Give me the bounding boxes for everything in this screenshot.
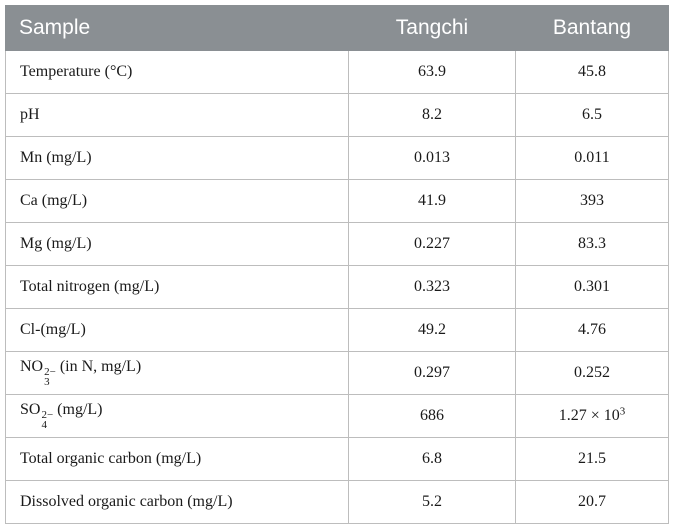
chem-base: NO bbox=[20, 358, 44, 376]
table-row: Temperature (°C) 63.9 45.8 bbox=[5, 50, 669, 94]
tangchi-value: 0.013 bbox=[348, 136, 516, 180]
header-tangchi: Tangchi bbox=[348, 5, 516, 51]
chem-superscript: 2− bbox=[41, 408, 54, 421]
table-row: Total organic carbon (mg/L) 6.8 21.5 bbox=[5, 437, 669, 481]
table-row: Dissolved organic carbon (mg/L) 5.2 20.7 bbox=[5, 480, 669, 524]
row-label: Cl-(mg/L) bbox=[5, 308, 349, 352]
row-label: Temperature (°C) bbox=[5, 50, 349, 94]
tangchi-value: 63.9 bbox=[348, 50, 516, 94]
chem-subsup: 2− 4 bbox=[41, 408, 54, 432]
table-row: Total nitrogen (mg/L) 0.323 0.301 bbox=[5, 265, 669, 309]
table-row: Ca (mg/L) 41.9 393 bbox=[5, 179, 669, 223]
tangchi-value: 49.2 bbox=[348, 308, 516, 352]
bantang-value: 45.8 bbox=[515, 50, 669, 94]
table-row: Cl-(mg/L) 49.2 4.76 bbox=[5, 308, 669, 352]
bantang-value: 21.5 bbox=[515, 437, 669, 481]
bantang-value: 20.7 bbox=[515, 480, 669, 524]
chem-base: SO bbox=[20, 401, 41, 419]
row-label: Ca (mg/L) bbox=[5, 179, 349, 223]
value-exponent: 3 bbox=[619, 405, 626, 418]
bantang-value: 4.76 bbox=[515, 308, 669, 352]
row-label: Total nitrogen (mg/L) bbox=[5, 265, 349, 309]
table-body: Temperature (°C) 63.9 45.8 pH 8.2 6.5 Mn… bbox=[5, 50, 669, 524]
chem-superscript: 2− bbox=[44, 365, 56, 378]
tangchi-value: 0.323 bbox=[348, 265, 516, 309]
data-table-container: Sample Tangchi Bantang Temperature (°C) … bbox=[5, 5, 669, 524]
chem-subscript: 4 bbox=[41, 419, 47, 432]
label-rest: (in N, mg/L) bbox=[55, 358, 142, 376]
row-label: Total organic carbon (mg/L) bbox=[5, 437, 349, 481]
row-label-sulfate: SO 2− 4 (mg/L) bbox=[5, 394, 349, 438]
row-label-nitrate: NO 2− 3 (in N, mg/L) bbox=[5, 351, 349, 395]
row-label: Mn (mg/L) bbox=[5, 136, 349, 180]
table-row: pH 8.2 6.5 bbox=[5, 93, 669, 137]
bantang-value: 393 bbox=[515, 179, 669, 223]
chem-subscript: 3 bbox=[44, 376, 50, 389]
header-sample: Sample bbox=[5, 5, 349, 51]
row-label: pH bbox=[5, 93, 349, 137]
tangchi-value: 0.227 bbox=[348, 222, 516, 266]
water-chemistry-table: Sample Tangchi Bantang Temperature (°C) … bbox=[5, 5, 669, 524]
bantang-value: 0.301 bbox=[515, 265, 669, 309]
table-row: Mn (mg/L) 0.013 0.011 bbox=[5, 136, 669, 180]
header-bantang: Bantang bbox=[515, 5, 669, 51]
table-header: Sample Tangchi Bantang bbox=[5, 5, 669, 51]
tangchi-value: 5.2 bbox=[348, 480, 516, 524]
bantang-value: 83.3 bbox=[515, 222, 669, 266]
tangchi-value: 6.8 bbox=[348, 437, 516, 481]
bantang-value: 0.011 bbox=[515, 136, 669, 180]
chem-subsup: 2− 3 bbox=[44, 365, 56, 389]
row-label: Mg (mg/L) bbox=[5, 222, 349, 266]
bantang-value-scientific: 1.27 × 103 bbox=[515, 394, 669, 438]
tangchi-value: 41.9 bbox=[348, 179, 516, 223]
table-row: SO 2− 4 (mg/L) 686 1.27 × 103 bbox=[5, 394, 669, 438]
table-row: Mg (mg/L) 0.227 83.3 bbox=[5, 222, 669, 266]
tangchi-value: 0.297 bbox=[348, 351, 516, 395]
label-rest: (mg/L) bbox=[53, 401, 103, 419]
table-row: NO 2− 3 (in N, mg/L) 0.297 0.252 bbox=[5, 351, 669, 395]
header-row: Sample Tangchi Bantang bbox=[5, 5, 669, 51]
value-mantissa: 1.27 × 10 bbox=[558, 407, 620, 424]
bantang-value: 6.5 bbox=[515, 93, 669, 137]
tangchi-value: 8.2 bbox=[348, 93, 516, 137]
bantang-value: 0.252 bbox=[515, 351, 669, 395]
row-label: Dissolved organic carbon (mg/L) bbox=[5, 480, 349, 524]
tangchi-value: 686 bbox=[348, 394, 516, 438]
